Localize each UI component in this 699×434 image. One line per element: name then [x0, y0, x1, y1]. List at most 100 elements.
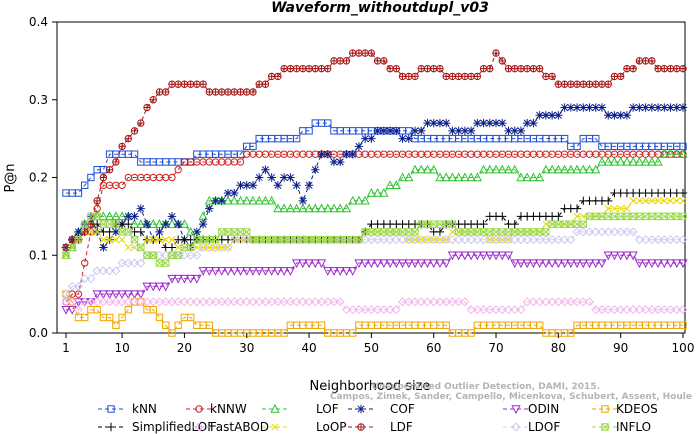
data-point [522, 259, 532, 269]
series-line [65, 200, 683, 256]
data-point [528, 297, 538, 307]
data-point [548, 72, 556, 81]
data-point [497, 164, 507, 174]
data-point [641, 103, 650, 112]
data-point [118, 181, 126, 189]
data-point [535, 321, 544, 329]
data-point [367, 49, 376, 57]
data-point [186, 274, 196, 284]
data-point [522, 118, 532, 128]
data-point [224, 88, 232, 96]
data-point [422, 259, 433, 269]
data-point [616, 251, 626, 261]
data-point [404, 259, 414, 269]
data-point [573, 80, 581, 88]
data-point [267, 267, 277, 276]
data-point [609, 156, 620, 166]
series-layer [61, 49, 688, 337]
data-point [186, 243, 195, 252]
data-point [162, 259, 170, 267]
data-point [255, 80, 263, 88]
data-point [74, 290, 83, 298]
legend-label: ODIN [528, 402, 559, 416]
data-point [572, 297, 582, 307]
data-point [236, 88, 245, 96]
data-point [591, 305, 601, 315]
legend-item-odin: ODIN [503, 402, 559, 416]
data-point [68, 236, 76, 244]
data-point [553, 235, 563, 245]
data-point [80, 181, 89, 189]
data-point [678, 103, 688, 112]
data-point [397, 172, 408, 182]
data-point [217, 242, 227, 252]
data-point [398, 235, 408, 245]
data-point [422, 297, 432, 307]
data-point [316, 203, 327, 213]
data-point [659, 149, 669, 158]
data-point [74, 227, 83, 237]
data-point [379, 126, 389, 136]
data-point [198, 267, 208, 276]
data-point [629, 197, 637, 205]
data-point [354, 195, 364, 205]
data-point [435, 118, 445, 128]
data-point [478, 164, 489, 174]
data-point [416, 164, 426, 174]
series-line [65, 215, 683, 264]
data-point [373, 305, 383, 315]
data-point [223, 297, 233, 307]
data-point [130, 258, 140, 268]
data-point [522, 297, 532, 307]
data-point [292, 297, 302, 307]
y-tick-label: 0.2 [29, 171, 48, 185]
data-point [460, 126, 470, 136]
data-point [623, 65, 631, 73]
legend-label: LDOF [528, 420, 560, 434]
data-point [379, 235, 389, 245]
data-point [591, 164, 601, 174]
data-point [566, 235, 576, 245]
data-point [112, 158, 120, 166]
data-point [622, 305, 632, 315]
data-point [597, 227, 607, 237]
data-point [491, 235, 501, 245]
data-point [111, 290, 121, 300]
data-point [242, 297, 252, 307]
legend-item-knnw: kNNW [186, 402, 247, 416]
data-point [454, 72, 463, 81]
data-point [211, 242, 221, 252]
data-point [304, 297, 314, 307]
data-point [479, 118, 488, 128]
data-point [640, 156, 651, 166]
data-point [136, 219, 146, 228]
data-point [149, 251, 157, 259]
data-point [560, 235, 570, 245]
data-point [584, 164, 595, 174]
data-point [510, 164, 520, 174]
y-tick-label: 0.1 [29, 248, 48, 262]
data-point [304, 203, 314, 213]
data-point [672, 305, 682, 315]
data-point [423, 65, 432, 73]
x-tick-label: 60 [426, 341, 441, 355]
data-point [167, 274, 177, 284]
data-point [372, 259, 383, 269]
data-point [417, 65, 425, 73]
legend-item-knn: kNN [98, 402, 157, 416]
data-point [118, 236, 126, 244]
data-point [609, 227, 619, 237]
data-point [198, 242, 208, 252]
data-point [529, 118, 538, 128]
legend-label: INFLO [616, 420, 651, 434]
data-point [391, 235, 401, 245]
data-point [130, 297, 140, 307]
data-point [149, 236, 157, 244]
data-point [317, 321, 326, 329]
data-point [628, 251, 638, 261]
data-point [92, 266, 102, 276]
data-point [248, 195, 258, 205]
y-axis-label: P@n [3, 163, 18, 192]
data-point [567, 80, 575, 88]
x-tick-label: 90 [613, 341, 628, 355]
